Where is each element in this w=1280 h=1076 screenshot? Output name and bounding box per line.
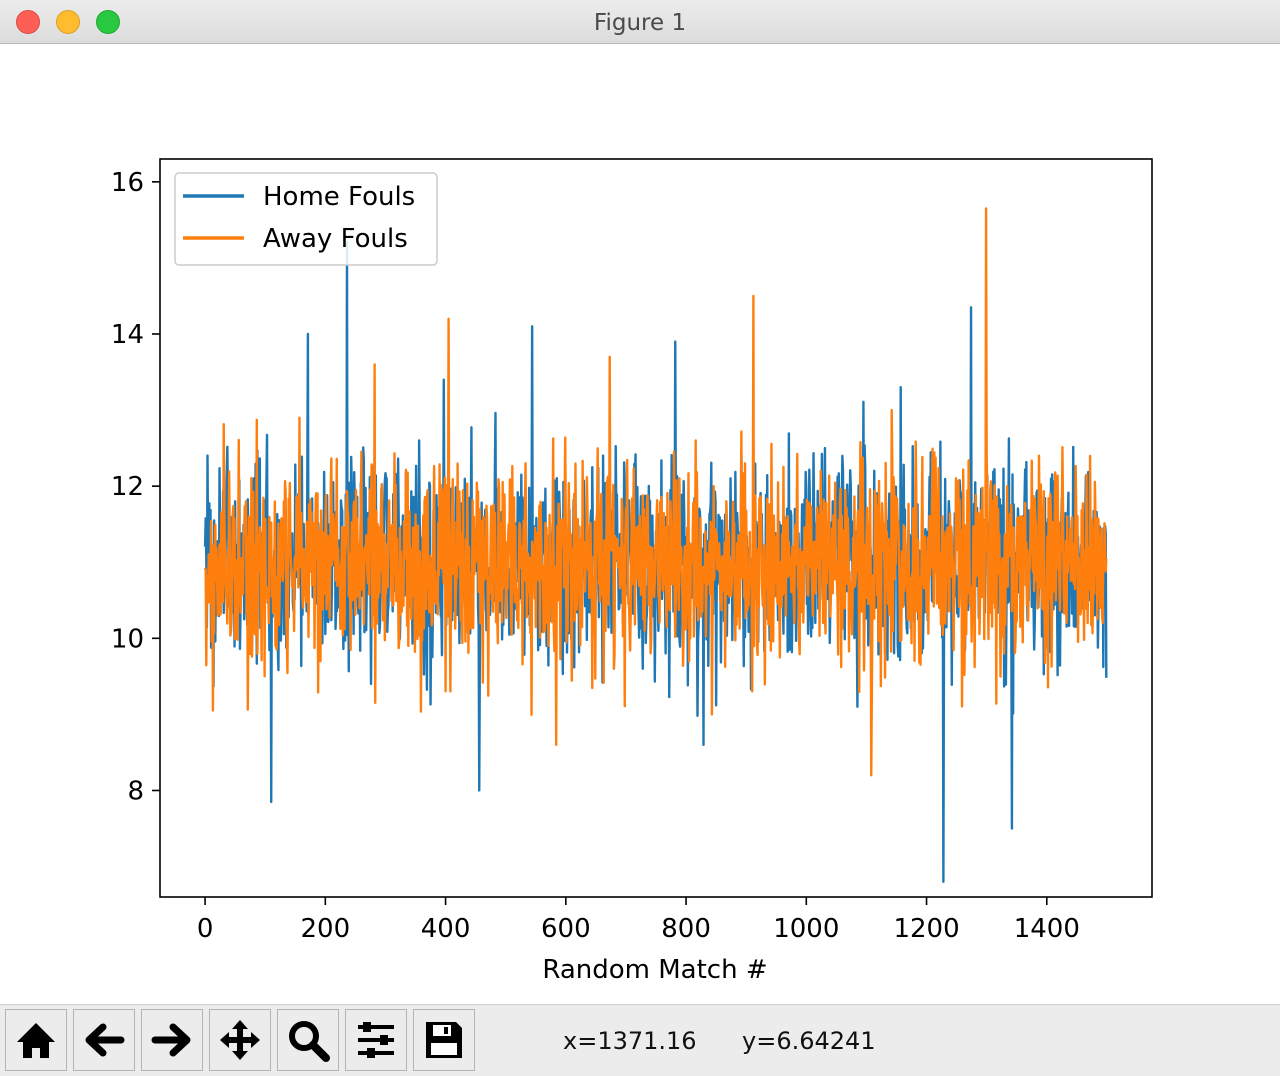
x-tick-label: 1200 xyxy=(893,914,959,944)
close-window-button[interactable] xyxy=(16,10,40,34)
home-icon xyxy=(17,1023,55,1058)
y-coordinate-readout: y=6.64241 xyxy=(742,1027,876,1055)
x-tick-label: 1000 xyxy=(773,914,839,944)
figure-canvas[interactable]: 0 200 400 600 800 1000 1200 1400 8 10 12 14 16 Rand… xyxy=(0,44,1280,1004)
y-tick-label: 14 xyxy=(111,320,144,350)
x-tick-label: 0 xyxy=(197,914,214,944)
sliders-icon xyxy=(358,1022,394,1058)
legend-label-away-fouls: Away Fouls xyxy=(263,224,408,254)
axes-frame xyxy=(159,158,1153,898)
x-tick-label: 1400 xyxy=(1014,914,1080,944)
x-axis-label: Random Match # xyxy=(542,955,767,985)
floppy-disk-icon xyxy=(426,1022,462,1058)
line-chart: 0 200 400 600 800 1000 1200 1400 8 10 12 14 16 Rand… xyxy=(111,158,1153,985)
minimize-window-button[interactable] xyxy=(56,10,80,34)
x-axis-ticks: 0 200 400 600 800 1000 1200 1400 xyxy=(197,897,1080,944)
zoom-button[interactable] xyxy=(277,1009,339,1071)
move-icon xyxy=(220,1020,260,1060)
y-tick-label: 16 xyxy=(111,168,144,198)
navigation-toolbar: x=1371.16 y=6.64241 xyxy=(0,1004,1280,1076)
arrow-right-icon xyxy=(151,1023,191,1057)
y-tick-label: 12 xyxy=(111,472,144,502)
y-tick-label: 8 xyxy=(127,776,144,806)
window-titlebar: Figure 1 xyxy=(0,0,1280,44)
forward-button[interactable] xyxy=(141,1009,203,1071)
x-tick-label: 600 xyxy=(541,914,591,944)
window-title: Figure 1 xyxy=(593,10,687,36)
y-axis-ticks: 8 10 12 14 16 xyxy=(111,168,160,806)
maximize-window-button[interactable] xyxy=(96,10,120,34)
x-tick-label: 400 xyxy=(421,914,471,944)
back-button[interactable] xyxy=(73,1009,135,1071)
configure-subplots-button[interactable] xyxy=(345,1009,407,1071)
y-tick-label: 10 xyxy=(111,624,144,654)
pan-button[interactable] xyxy=(209,1009,271,1071)
save-button[interactable] xyxy=(413,1009,475,1071)
x-coordinate-readout: x=1371.16 xyxy=(563,1027,697,1055)
plot-lines xyxy=(203,207,1108,883)
home-button[interactable] xyxy=(5,1009,67,1071)
legend: Home Fouls Away Fouls xyxy=(174,172,438,266)
series-line-away-fouls xyxy=(203,207,1108,777)
legend-label-home-fouls: Home Fouls xyxy=(263,182,415,212)
x-tick-label: 200 xyxy=(301,914,351,944)
arrow-left-icon xyxy=(85,1023,125,1057)
magnifier-icon xyxy=(289,1021,330,1062)
x-tick-label: 800 xyxy=(661,914,711,944)
